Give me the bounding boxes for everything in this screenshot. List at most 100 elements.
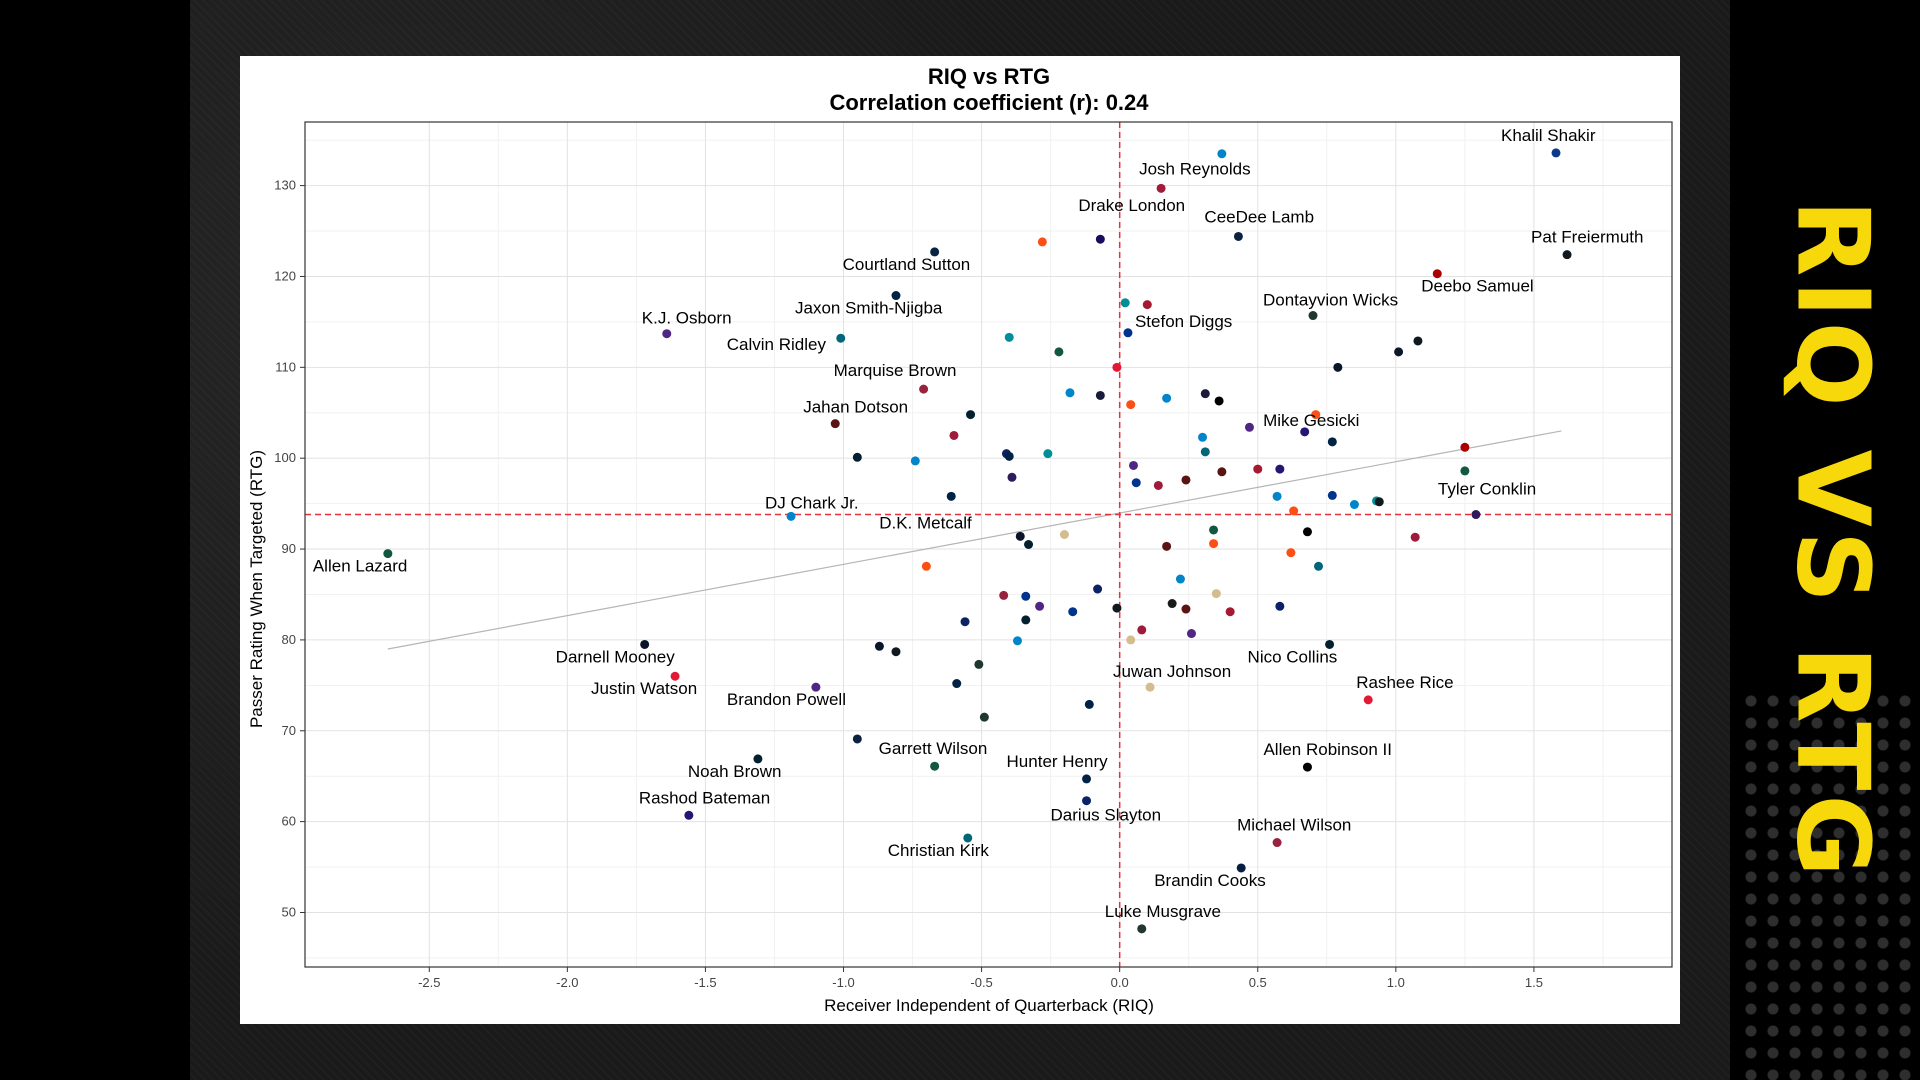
- data-point: [830, 419, 840, 429]
- data-point: [1024, 540, 1034, 549]
- chart-card: RIQ vs RTG Correlation coefficient (r): …: [240, 56, 1680, 1024]
- y-tick-label: 70: [282, 723, 296, 738]
- data-point: [1128, 460, 1138, 470]
- point-label: Deebo Samuel: [1421, 277, 1533, 296]
- data-point: [1082, 796, 1092, 806]
- data-point: [1198, 432, 1208, 442]
- plot-panel-border: [304, 121, 1673, 968]
- data-point: [1186, 629, 1196, 639]
- halftone-dot-pattern: [1740, 690, 1920, 1080]
- data-point: [1112, 603, 1122, 613]
- point-label: Allen Lazard: [313, 557, 408, 576]
- x-tick-label: -2.0: [556, 975, 578, 990]
- data-point: [1021, 615, 1031, 625]
- data-point: [1065, 388, 1075, 398]
- data-point: [919, 384, 929, 394]
- data-point: [1471, 510, 1481, 520]
- data-point: [640, 639, 650, 649]
- data-point: [1200, 389, 1210, 399]
- chart-subtitle: Correlation coefficient (r): 0.24: [829, 90, 1149, 115]
- point-label: Hunter Henry: [1007, 752, 1109, 771]
- data-point: [1054, 347, 1064, 357]
- trend-line: [387, 430, 1562, 650]
- data-point: [930, 247, 940, 257]
- data-point: [1084, 699, 1094, 709]
- data-point: [1162, 541, 1172, 551]
- data-point: [1394, 347, 1404, 357]
- data-point: [1460, 466, 1470, 476]
- data-point: [1209, 525, 1219, 535]
- data-point: [952, 679, 962, 689]
- data-point: [1123, 328, 1133, 338]
- data-point: [1410, 532, 1420, 542]
- data-point: [1233, 231, 1243, 241]
- x-axis-label: Receiver Independent of Quarterback (RIQ…: [824, 996, 1154, 1015]
- data-point: [786, 511, 796, 521]
- y-tick-label: 60: [282, 814, 296, 829]
- point-label: Stefon Diggs: [1135, 312, 1232, 331]
- data-point: [1562, 250, 1572, 260]
- data-point: [1126, 635, 1136, 645]
- data-point: [1007, 472, 1017, 482]
- point-label: Josh Reynolds: [1139, 159, 1251, 178]
- data-point: [1131, 478, 1141, 488]
- data-point: [1311, 410, 1321, 420]
- data-point: [960, 617, 970, 627]
- data-point: [1275, 464, 1285, 474]
- data-point: [1211, 589, 1221, 599]
- data-point: [1095, 234, 1105, 244]
- data-point: [662, 329, 672, 339]
- data-point: [979, 712, 989, 722]
- data-point: [1153, 480, 1163, 490]
- data-point: [1460, 442, 1470, 452]
- data-point: [753, 754, 763, 764]
- point-label: Tyler Conklin: [1438, 480, 1536, 499]
- point-label: Nico Collins: [1248, 647, 1338, 666]
- x-tick-label: -1.0: [832, 975, 854, 990]
- data-point: [1112, 362, 1122, 372]
- data-point: [1325, 639, 1335, 649]
- data-point: [1272, 491, 1282, 501]
- data-point: [1181, 604, 1191, 614]
- data-point: [1236, 863, 1246, 873]
- data-point: [1059, 530, 1069, 540]
- data-point: [1314, 561, 1324, 571]
- x-tick-label: 0.0: [1111, 975, 1129, 990]
- data-point: [1021, 591, 1031, 601]
- point-label: DJ Chark Jr.: [765, 493, 859, 512]
- point-label: D.K. Metcalf: [879, 513, 972, 532]
- data-point: [1363, 695, 1373, 705]
- scatter-chart: RIQ vs RTG Correlation coefficient (r): …: [247, 64, 1673, 1015]
- y-axis-label: Passer Rating When Targeted (RTG): [247, 450, 266, 728]
- y-tick-label: 80: [282, 632, 296, 647]
- point-label: CeeDee Lamb: [1204, 207, 1314, 226]
- data-point: [670, 671, 680, 681]
- data-point: [1551, 148, 1561, 158]
- data-point: [921, 561, 931, 571]
- data-point: [910, 456, 920, 466]
- data-point: [1253, 464, 1263, 474]
- data-point: [1142, 300, 1152, 310]
- data-point: [1004, 451, 1014, 461]
- data-point: [1167, 599, 1177, 609]
- data-point: [1015, 531, 1025, 541]
- data-point: [383, 549, 393, 559]
- data-point: [1035, 601, 1045, 611]
- data-point: [891, 647, 901, 657]
- data-point: [1327, 437, 1337, 447]
- data-point: [1432, 269, 1442, 279]
- data-point: [1308, 311, 1318, 321]
- data-point: [1349, 500, 1359, 510]
- data-point: [1244, 422, 1254, 432]
- data-point: [1302, 527, 1312, 537]
- point-label: Marquise Brown: [834, 361, 957, 380]
- left-black-bar: [0, 0, 190, 1080]
- data-point: [891, 291, 901, 301]
- data-point: [1413, 336, 1423, 346]
- point-label: Juwan Johnson: [1113, 662, 1231, 681]
- point-label: Dontayvion Wicks: [1263, 291, 1398, 310]
- y-tick-label: 120: [274, 268, 296, 283]
- point-label: Drake London: [1078, 196, 1185, 215]
- x-tick-label: 0.5: [1249, 975, 1267, 990]
- point-label: Rashee Rice: [1356, 673, 1453, 692]
